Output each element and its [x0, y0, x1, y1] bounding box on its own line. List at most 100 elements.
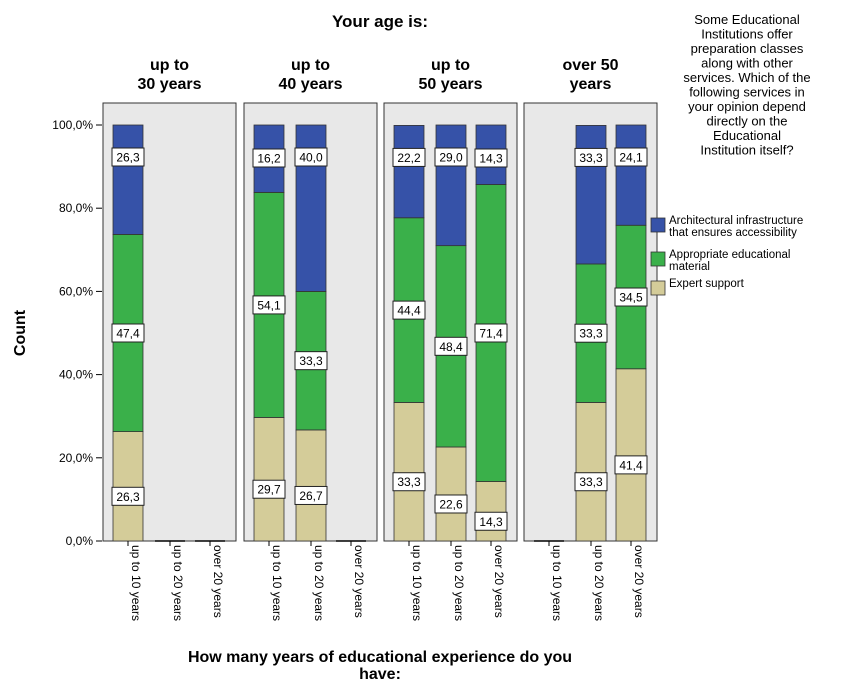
- data-label: 44,4: [397, 304, 421, 318]
- panel-title: up to 50 years: [418, 57, 482, 93]
- legend-title: Some Educational Institutions offer prepar…: [683, 12, 810, 158]
- bar-segment-infra: [393, 125, 425, 219]
- y-tick-label: 80,0%: [59, 201, 93, 215]
- data-label-box: [294, 351, 328, 371]
- data-label: 14,3: [479, 515, 503, 529]
- legend-label: Expert support: [669, 278, 745, 290]
- data-label: 22,2: [397, 151, 421, 165]
- data-label-box: [434, 147, 468, 167]
- x-tick-label: up to 10 years: [270, 545, 284, 621]
- data-label-box: [474, 148, 508, 168]
- data-label: 33,3: [579, 327, 603, 341]
- bar-segment-infra: [435, 124, 467, 247]
- legend-title-line: directly on the: [707, 114, 788, 129]
- data-label-box: [614, 455, 648, 475]
- bar-segment-expert: [295, 429, 327, 542]
- data-label: 33,3: [579, 475, 603, 489]
- data-label-box: [294, 485, 328, 505]
- x-tick-label: over 20 years: [632, 545, 646, 618]
- data-label: 33,3: [299, 354, 323, 368]
- data-label: 14,3: [479, 152, 503, 166]
- data-label: 47,4: [116, 327, 140, 341]
- legend-label: Architectural infrastructure that ensures…: [669, 215, 803, 239]
- data-label: 26,7: [299, 489, 323, 503]
- legend-title-line: along with other: [701, 56, 793, 71]
- data-label-box: [111, 147, 145, 167]
- data-label: 33,3: [579, 151, 603, 165]
- data-label-box: [392, 147, 426, 167]
- panel-title-line: 50 years: [418, 76, 482, 93]
- bar-segment-expert: [393, 402, 425, 542]
- panel-title: up to 40 years: [278, 57, 342, 93]
- x-axis-title-line: have:: [359, 666, 401, 680]
- data-label-box: [614, 147, 648, 167]
- data-label: 29,0: [439, 151, 463, 165]
- panel-title-line: up to: [150, 57, 189, 74]
- y-tick-label: 100,0%: [52, 118, 93, 132]
- legend-label-line: Expert support: [669, 278, 745, 290]
- data-label-box: [574, 472, 608, 492]
- panel-title: up to 30 years: [137, 57, 201, 93]
- legend-title-line: Institutions offer: [701, 27, 793, 42]
- panel-title-line: up to: [291, 57, 330, 74]
- y-tick-label: 40,0%: [59, 368, 93, 382]
- data-label-box: [434, 336, 468, 356]
- bar-segment-expert: [112, 431, 144, 542]
- data-label-box: [111, 486, 145, 506]
- data-label: 40,0: [299, 151, 323, 165]
- y-tick-label: 60,0%: [59, 284, 93, 298]
- bar-segment-infra: [615, 124, 647, 226]
- x-tick-label: over 20 years: [211, 545, 225, 618]
- data-label: 41,4: [619, 458, 643, 472]
- x-axis-title-line: How many years of educational experience…: [188, 649, 572, 666]
- data-label: 33,3: [397, 475, 421, 489]
- y-axis-label: Count: [12, 309, 29, 356]
- data-label: 34,5: [619, 291, 643, 305]
- data-label: 24,1: [619, 151, 643, 165]
- data-label-box: [294, 147, 328, 167]
- data-label: 16,2: [257, 152, 281, 166]
- data-label-box: [392, 472, 426, 492]
- data-label-box: [252, 148, 286, 168]
- panel-title-line: up to: [431, 57, 470, 74]
- bar-segment-expert: [575, 402, 607, 542]
- bar-segment-infra: [112, 124, 144, 235]
- y-tick-label: 0,0%: [66, 534, 94, 548]
- bar-segment-infra: [575, 125, 607, 265]
- data-label: 29,7: [257, 483, 281, 497]
- legend-swatch-expert: [650, 280, 666, 296]
- data-label-box: [574, 323, 608, 343]
- panel-title-line: years: [570, 76, 612, 93]
- panel-title-line: over 50: [562, 57, 618, 74]
- panel-title-line: 40 years: [278, 76, 342, 93]
- data-label: 26,3: [116, 490, 140, 504]
- legend-label: Appropriate educational material: [669, 249, 790, 273]
- chart-title: Your age is:: [332, 12, 428, 31]
- legend-title-line: Educational: [713, 128, 781, 143]
- x-tick-label: over 20 years: [492, 545, 506, 618]
- x-tick-label: up to 20 years: [592, 545, 606, 621]
- data-label: 26,3: [116, 151, 140, 165]
- panel-title: over 50 years: [562, 57, 618, 93]
- data-label-box: [434, 494, 468, 514]
- legend-label-line: Architectural infrastructure: [669, 215, 803, 227]
- x-tick-label: up to 10 years: [550, 545, 564, 621]
- legend-title-line: Institution itself?: [700, 143, 793, 158]
- legend-label-line: material: [669, 261, 710, 273]
- data-label-box: [574, 147, 608, 167]
- data-label: 71,4: [479, 327, 503, 341]
- y-tick-label: 20,0%: [59, 451, 93, 465]
- legend-label-line: Appropriate educational: [669, 249, 790, 261]
- x-tick-label: up to 20 years: [171, 545, 185, 621]
- legend-title-line: following services in: [689, 85, 805, 100]
- x-tick-label: up to 20 years: [452, 545, 466, 621]
- data-label-box: [614, 287, 648, 307]
- legend-label-line: that ensures accessibility: [669, 227, 797, 239]
- legend-swatch-infra: [650, 217, 666, 233]
- x-axis-title: How many years of educational experience…: [188, 649, 572, 680]
- x-tick-label: over 20 years: [352, 545, 366, 618]
- legend-title-line: services. Which of the: [683, 70, 810, 85]
- data-label-box: [111, 323, 145, 343]
- data-label-box: [392, 300, 426, 320]
